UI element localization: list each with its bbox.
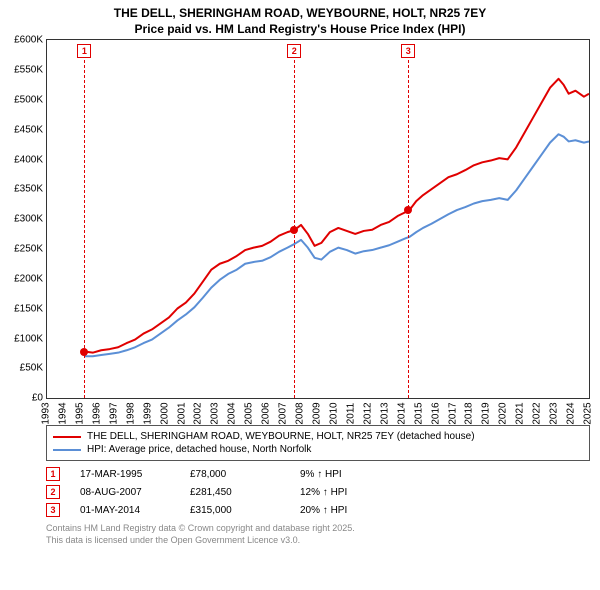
plot-region: £0£50K£100K£150K£200K£250K£300K£350K£400…: [46, 39, 590, 399]
x-axis-label: 2009: [312, 403, 323, 425]
x-axis-label: 2019: [481, 403, 492, 425]
sale-date: 08-AUG-2007: [80, 487, 170, 498]
x-axis-label: 2025: [583, 403, 594, 425]
x-axis-label: 2012: [362, 403, 373, 425]
y-axis-label: £250K: [3, 244, 43, 255]
chart-title-area: THE DELL, SHERINGHAM ROAD, WEYBOURNE, HO…: [0, 0, 600, 39]
y-axis-label: £0: [3, 393, 43, 404]
marker-dot: [80, 348, 88, 356]
legend-swatch: [53, 449, 81, 451]
legend-item: HPI: Average price, detached house, Nort…: [53, 443, 583, 456]
x-axis-label: 2016: [430, 403, 441, 425]
marker-badge: 2: [46, 485, 60, 499]
x-axis-label: 1994: [57, 403, 68, 425]
x-axis-label: 2013: [379, 403, 390, 425]
x-axis-label: 2008: [295, 403, 306, 425]
x-axis-label: 2010: [328, 403, 339, 425]
legend-swatch: [53, 436, 81, 438]
sale-pct: 12% ↑ HPI: [300, 487, 390, 498]
title-line-1: THE DELL, SHERINGHAM ROAD, WEYBOURNE, HO…: [0, 6, 600, 22]
x-axis-label: 2004: [227, 403, 238, 425]
marker-box: 2: [287, 44, 301, 58]
legend-box: THE DELL, SHERINGHAM ROAD, WEYBOURNE, HO…: [46, 425, 590, 461]
sale-date: 17-MAR-1995: [80, 469, 170, 480]
x-axis-label: 2000: [159, 403, 170, 425]
sale-date: 01-MAY-2014: [80, 505, 170, 516]
sale-price: £78,000: [190, 469, 280, 480]
x-axis-label: 1999: [142, 403, 153, 425]
x-axis-label: 1997: [108, 403, 119, 425]
chart-area: £0£50K£100K£150K£200K£250K£300K£350K£400…: [46, 39, 590, 419]
x-axis-label: 2024: [566, 403, 577, 425]
marker-box: 1: [77, 44, 91, 58]
y-axis-label: £200K: [3, 273, 43, 284]
y-axis-label: £350K: [3, 184, 43, 195]
table-row: 2 08-AUG-2007 £281,450 12% ↑ HPI: [46, 483, 590, 501]
x-axis-label: 2003: [210, 403, 221, 425]
x-axis-label: 1993: [41, 403, 52, 425]
marker-vline: [408, 60, 409, 398]
y-axis-label: £400K: [3, 154, 43, 165]
y-axis-label: £150K: [3, 303, 43, 314]
marker-badge: 1: [46, 467, 60, 481]
table-row: 1 17-MAR-1995 £78,000 9% ↑ HPI: [46, 465, 590, 483]
chart-svg: [47, 40, 589, 398]
footer-line: Contains HM Land Registry data © Crown c…: [46, 523, 590, 535]
x-axis-label: 2023: [549, 403, 560, 425]
y-axis-label: £500K: [3, 94, 43, 105]
x-axis-label: 2002: [193, 403, 204, 425]
x-axis-label: 1998: [125, 403, 136, 425]
x-axis-label: 2011: [345, 403, 356, 425]
x-axis-label: 2022: [532, 403, 543, 425]
legend-label: THE DELL, SHERINGHAM ROAD, WEYBOURNE, HO…: [87, 431, 475, 442]
x-axis-label: 2007: [278, 403, 289, 425]
marker-badge: 3: [46, 503, 60, 517]
x-axis-label: 1996: [91, 403, 102, 425]
x-axis-label: 2014: [396, 403, 407, 425]
x-axis-label: 2021: [515, 403, 526, 425]
marker-dot: [404, 206, 412, 214]
x-axis-label: 2017: [447, 403, 458, 425]
y-axis-label: £50K: [3, 363, 43, 374]
marker-dot: [290, 226, 298, 234]
y-axis-label: £600K: [3, 35, 43, 46]
x-axis-label: 2015: [413, 403, 424, 425]
sale-pct: 20% ↑ HPI: [300, 505, 390, 516]
legend-item: THE DELL, SHERINGHAM ROAD, WEYBOURNE, HO…: [53, 430, 583, 443]
x-axis-label: 2005: [244, 403, 255, 425]
y-axis-label: £100K: [3, 333, 43, 344]
sale-price: £315,000: [190, 505, 280, 516]
x-axis-label: 2006: [261, 403, 272, 425]
sale-price: £281,450: [190, 487, 280, 498]
footer-attribution: Contains HM Land Registry data © Crown c…: [46, 523, 590, 546]
x-axis-label: 2001: [176, 403, 187, 425]
y-axis-label: £300K: [3, 214, 43, 225]
table-row: 3 01-MAY-2014 £315,000 20% ↑ HPI: [46, 501, 590, 519]
x-axis-label: 2018: [464, 403, 475, 425]
footer-line: This data is licensed under the Open Gov…: [46, 535, 590, 547]
x-axis-label: 1995: [74, 403, 85, 425]
y-axis-label: £450K: [3, 124, 43, 135]
marker-box: 3: [401, 44, 415, 58]
legend-label: HPI: Average price, detached house, Nort…: [87, 444, 311, 455]
y-axis-label: £550K: [3, 65, 43, 76]
sale-pct: 9% ↑ HPI: [300, 469, 390, 480]
title-line-2: Price paid vs. HM Land Registry's House …: [0, 22, 600, 38]
sales-table: 1 17-MAR-1995 £78,000 9% ↑ HPI 2 08-AUG-…: [46, 465, 590, 519]
x-axis-label: 2020: [498, 403, 509, 425]
